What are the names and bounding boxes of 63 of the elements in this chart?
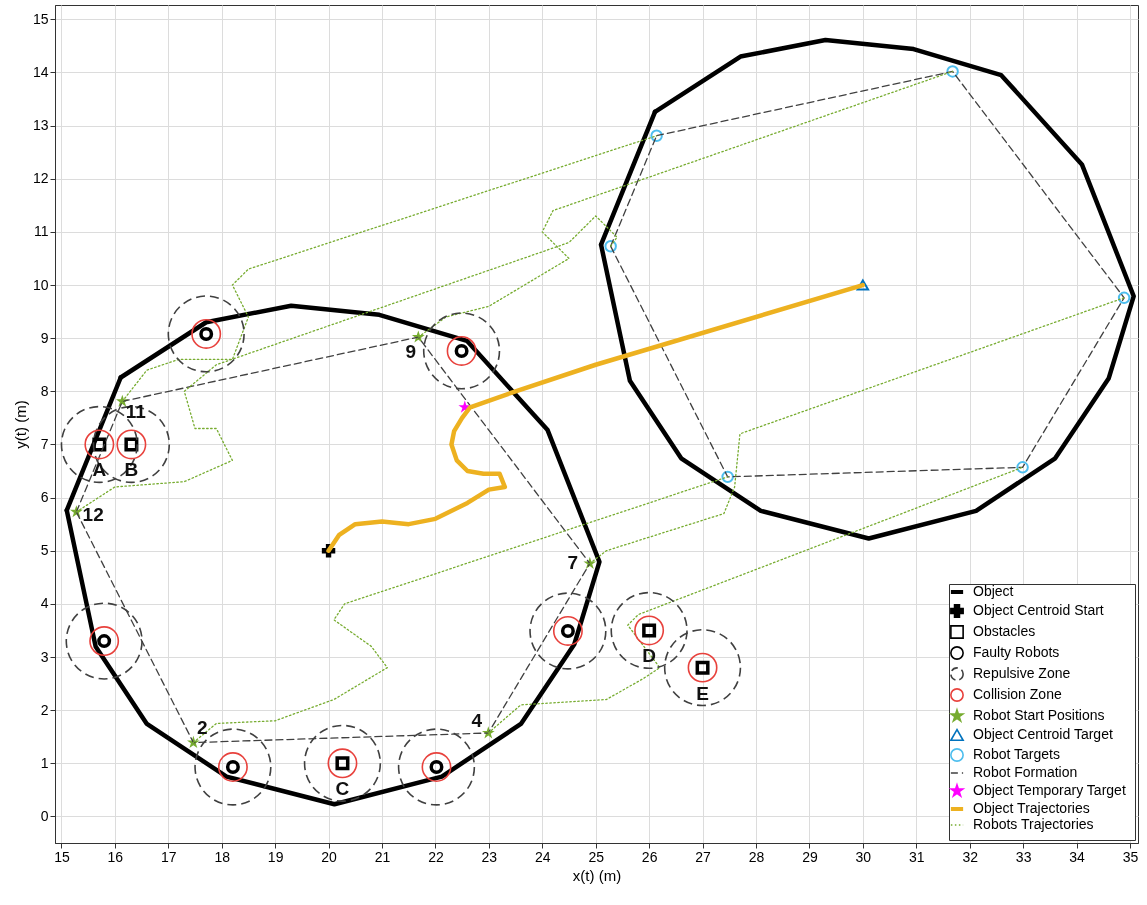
x-tick-label: 19: [267, 848, 284, 865]
x-tick-label: 34: [1069, 848, 1086, 865]
annotation: 9: [405, 341, 417, 363]
legend-label: Obstacles: [973, 623, 1036, 639]
y-tick-label: 2: [40, 701, 49, 718]
y-tick-label: 6: [40, 489, 49, 506]
x-tick-label: 24: [534, 848, 551, 865]
y-tick-label: 5: [40, 542, 49, 559]
y-tick-label: 1: [40, 754, 49, 771]
x-axis-title: x(t) (m): [572, 866, 622, 884]
legend-label: Object Trajectories: [973, 800, 1090, 816]
y-axis-title: y(t) (m): [11, 400, 29, 449]
annotation: B: [124, 459, 139, 481]
x-tick-label: 20: [321, 848, 338, 865]
legend-label: Repulsive Zone: [973, 665, 1071, 681]
x-tick-label: 30: [855, 848, 872, 865]
y-tick-label: 7: [40, 435, 49, 452]
y-tick-label: 4: [40, 595, 49, 612]
x-tick-label: 16: [107, 848, 124, 865]
y-tick-label: 15: [32, 10, 49, 27]
x-tick-label: 25: [588, 848, 605, 865]
annotation: D: [642, 645, 656, 667]
legend-label: Robots Trajectories: [973, 816, 1094, 832]
x-tick-label: 21: [374, 848, 391, 865]
legend-label: Robot Targets: [973, 746, 1060, 762]
legend-label: Faulty Robots: [973, 644, 1060, 660]
y-tick-label: 13: [32, 117, 49, 134]
annotation: E: [696, 682, 709, 704]
legend-label: Object Temporary Target: [973, 782, 1126, 798]
x-tick-label: 18: [214, 848, 231, 865]
x-tick-label: 35: [1122, 848, 1139, 865]
x-tick-label: 32: [962, 848, 979, 865]
y-tick-label: 8: [40, 382, 49, 399]
y-tick-label: 11: [33, 223, 49, 240]
legend-label: Object: [973, 583, 1014, 599]
legend-label: Robot Start Positions: [973, 707, 1105, 723]
legend-label: Collision Zone: [973, 686, 1062, 702]
x-tick-label: 28: [748, 848, 765, 865]
x-tick-label: 23: [481, 848, 498, 865]
y-tick-label: 14: [32, 63, 49, 80]
annotation: 12: [82, 503, 104, 525]
x-tick-label: 27: [695, 848, 712, 865]
x-tick-label: 22: [428, 848, 444, 865]
x-tick-label: 17: [160, 848, 177, 865]
annotation: 4: [471, 709, 483, 731]
x-tick-label: 31: [908, 848, 925, 865]
x-tick-label: 29: [802, 848, 818, 865]
y-tick-label: 10: [32, 276, 49, 293]
annotation: 7: [567, 551, 579, 573]
annotation: 11: [125, 400, 147, 422]
x-tick-label: 15: [54, 848, 70, 865]
legend-label: Robot Formation: [973, 764, 1078, 780]
y-tick-label: 3: [40, 648, 49, 665]
y-tick-label: 0: [40, 807, 49, 824]
annotation: A: [92, 459, 107, 481]
annotation: C: [335, 778, 350, 800]
annotation: 2: [197, 717, 208, 739]
y-tick-label: 12: [32, 170, 49, 187]
x-tick-label: 33: [1015, 848, 1032, 865]
x-tick-label: 26: [641, 848, 658, 865]
legend-label: Object Centroid Start: [973, 602, 1104, 618]
y-tick-label: 9: [40, 329, 49, 346]
legend-label: Object Centroid Target: [973, 726, 1113, 742]
